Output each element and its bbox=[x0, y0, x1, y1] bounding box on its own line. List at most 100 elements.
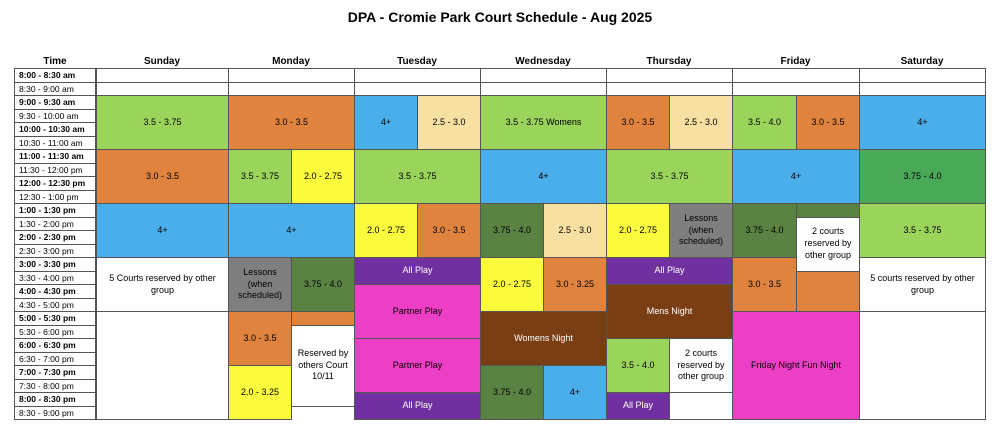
empty-slot bbox=[732, 68, 860, 83]
block-label: Partner Play bbox=[392, 305, 443, 316]
schedule-block-thursday bbox=[669, 392, 733, 420]
schedule-block-sunday: 3.0 - 3.5 bbox=[96, 149, 229, 204]
time-label: 11:30 - 12:00 pm bbox=[14, 162, 96, 177]
block-label: 3.5 - 3.75 bbox=[903, 224, 942, 235]
block-label: 3.5 - 3.75 bbox=[398, 170, 437, 181]
time-label: 5:00 - 5:30 pm bbox=[14, 311, 96, 326]
time-label: 1:00 - 1:30 pm bbox=[14, 203, 96, 218]
schedule-block-tuesday: 3.0 - 3.5 bbox=[417, 203, 481, 258]
time-label: 12:00 - 12:30 pm bbox=[14, 176, 96, 191]
schedule-block-wednesday: 3.5 - 3.75 Womens bbox=[480, 95, 607, 150]
header-friday: Friday bbox=[780, 55, 811, 67]
block-label: 2.5 - 3.0 bbox=[432, 116, 466, 127]
block-label: All Play bbox=[402, 400, 433, 411]
block-label: 3.5 - 3.75 bbox=[650, 170, 689, 181]
block-label: 2.0 - 2.75 bbox=[366, 224, 406, 235]
time-label: 4:00 - 4:30 pm bbox=[14, 284, 96, 299]
block-label: 3.0 - 3.5 bbox=[274, 116, 309, 127]
block-label: Lessons (when scheduled) bbox=[237, 266, 283, 301]
schedule-block-friday: Friday Night Fun Night bbox=[732, 311, 860, 420]
block-label: 3.0 - 3.5 bbox=[145, 170, 180, 181]
schedule-block-sunday: 5 Courts reserved by other group bbox=[96, 257, 229, 312]
schedule-block-friday: 3.0 - 3.5 bbox=[732, 257, 797, 312]
block-label: Mens Night bbox=[646, 305, 693, 316]
block-label: Reserved by others Court 10/11 bbox=[297, 347, 349, 382]
block-label: 3.0 - 3.5 bbox=[747, 278, 782, 289]
schedule-block-tuesday: All Play bbox=[354, 257, 481, 285]
empty-slot bbox=[859, 311, 986, 420]
empty-slot bbox=[732, 81, 860, 96]
schedule-block-tuesday: 3.5 - 3.75 bbox=[354, 149, 481, 204]
schedule-block-tuesday: Partner Play bbox=[354, 338, 481, 393]
schedule-block-wednesday: 3.0 - 3.25 bbox=[543, 257, 607, 312]
schedule-block-thursday: All Play bbox=[606, 257, 733, 285]
empty-slot bbox=[96, 81, 229, 96]
schedule-block-thursday: 2.5 - 3.0 bbox=[669, 95, 733, 150]
schedule-block-friday: 3.5 - 4.0 bbox=[732, 95, 797, 150]
schedule-block-sunday: 3.5 - 3.75 bbox=[96, 95, 229, 150]
time-label: 6:00 - 6:30 pm bbox=[14, 338, 96, 353]
schedule-block-sunday: 4+ bbox=[96, 203, 229, 258]
block-label: 3.5 - 3.75 Womens bbox=[505, 116, 582, 127]
block-label: 2.5 - 3.0 bbox=[684, 116, 718, 127]
block-label: Lessons (when scheduled) bbox=[678, 212, 724, 247]
empty-slot bbox=[606, 81, 733, 96]
header-tuesday: Tuesday bbox=[397, 55, 437, 67]
schedule-block-wednesday: 2.5 - 3.0 bbox=[543, 203, 607, 258]
schedule-block-monday: 2.0 - 3.25 bbox=[228, 365, 292, 420]
time-label: 12:30 - 1:00 pm bbox=[14, 189, 96, 204]
block-label: 3.0 - 3.5 bbox=[811, 116, 845, 127]
schedule-block-monday: Reserved by others Court 10/11 bbox=[291, 324, 355, 407]
block-label: 2 courts reserved by other group bbox=[804, 226, 852, 260]
time-label: 8:00 - 8:30 am bbox=[14, 68, 96, 83]
empty-slot bbox=[480, 81, 607, 96]
schedule-grid: Time Sunday Monday Tuesday Wednesday Thursday… bbox=[14, 54, 986, 420]
schedule-block-thursday: Mens Night bbox=[606, 284, 733, 339]
block-label: All Play bbox=[402, 265, 433, 276]
block-label: 3.5 - 4.0 bbox=[621, 359, 655, 370]
block-label: 4+ bbox=[380, 116, 392, 127]
block-label: 2 courts reserved by other group bbox=[677, 347, 725, 382]
empty-slot bbox=[354, 68, 481, 83]
block-label: 2.0 - 3.25 bbox=[240, 386, 280, 397]
header-time: Time bbox=[43, 55, 67, 67]
block-label: 4+ bbox=[286, 224, 297, 235]
schedule-block-saturday: 3.5 - 3.75 bbox=[859, 203, 986, 258]
block-label: 2.5 - 3.0 bbox=[558, 224, 592, 235]
schedule-block-friday bbox=[796, 203, 860, 218]
schedule-block-friday: 3.0 - 3.5 bbox=[796, 95, 860, 150]
block-label: Partner Play bbox=[392, 359, 443, 370]
empty-slot bbox=[859, 68, 986, 83]
time-label: 2:00 - 2:30 pm bbox=[14, 230, 96, 245]
block-label: 4+ bbox=[790, 170, 802, 181]
time-label: 9:00 - 9:30 am bbox=[14, 95, 96, 110]
time-label: 3:00 - 3:30 pm bbox=[14, 257, 96, 272]
schedule-block-thursday: Lessons (when scheduled) bbox=[669, 203, 733, 258]
block-label: 3.0 - 3.5 bbox=[621, 116, 655, 127]
block-label: 4+ bbox=[569, 386, 581, 397]
schedule-block-friday bbox=[796, 270, 860, 312]
header-sunday: Sunday bbox=[143, 55, 181, 67]
block-label: Friday Night Fun Night bbox=[750, 359, 842, 370]
schedule-block-friday: 3.75 - 4.0 bbox=[732, 203, 797, 258]
block-label: 3.0 - 3.5 bbox=[243, 332, 277, 343]
block-label: 4+ bbox=[157, 224, 168, 235]
schedule-block-monday: 3.0 - 3.5 bbox=[228, 311, 292, 366]
schedule-block-tuesday: All Play bbox=[354, 392, 481, 420]
empty-slot bbox=[96, 311, 229, 420]
schedule-block-wednesday: 4+ bbox=[543, 365, 607, 420]
schedule-block-tuesday: 2.0 - 2.75 bbox=[354, 203, 418, 258]
schedule-block-monday: 3.5 - 3.75 bbox=[228, 149, 292, 204]
time-label: 8:30 - 9:00 pm bbox=[14, 405, 96, 420]
block-label: 3.5 - 3.75 bbox=[240, 170, 280, 181]
block-label: 3.0 - 3.25 bbox=[555, 278, 595, 289]
schedule-block-tuesday: 4+ bbox=[354, 95, 418, 150]
block-label: 3.75 - 4.0 bbox=[492, 386, 532, 397]
time-label: 5:30 - 6:00 pm bbox=[14, 324, 96, 339]
block-label: 3.75 - 4.0 bbox=[745, 224, 784, 235]
schedule-block-thursday: 3.0 - 3.5 bbox=[606, 95, 670, 150]
schedule-block-friday: 2 courts reserved by other group bbox=[796, 216, 860, 272]
schedule-block-wednesday: 3.75 - 4.0 bbox=[480, 365, 544, 420]
block-label: Womens Night bbox=[514, 332, 573, 343]
schedule-block-thursday: 3.5 - 3.75 bbox=[606, 149, 733, 204]
